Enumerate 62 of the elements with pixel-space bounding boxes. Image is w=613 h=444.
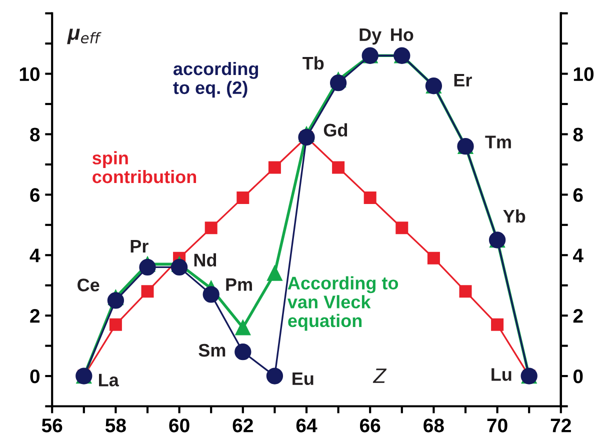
y-tick-label: 10: [20, 67, 40, 82]
point: [141, 285, 154, 298]
point: [204, 222, 218, 234]
y-tick-label: 8: [30, 128, 40, 142]
point: [491, 318, 504, 331]
point: [107, 292, 124, 309]
point: [298, 128, 315, 146]
x-tick-label: 70: [487, 418, 508, 432]
point: [268, 161, 281, 174]
point: [202, 286, 220, 303]
annotation: La: [99, 374, 119, 386]
y2-tick-label: 6: [573, 188, 583, 202]
point: [170, 258, 188, 276]
point: [236, 191, 250, 204]
annotation: Eu: [292, 372, 314, 386]
series-label: According to van Vleck equation: [287, 276, 398, 331]
point: [332, 161, 345, 174]
text: according to eq. (2): [173, 62, 258, 98]
x-tick-label: 58: [105, 418, 126, 432]
y2-tick-label: 0: [573, 370, 583, 384]
x-tick-label: 62: [232, 418, 253, 432]
x-tick-label: 56: [42, 418, 62, 432]
point: [266, 368, 284, 384]
annotation: Yb: [503, 209, 526, 223]
x-tick-label: 60: [169, 418, 190, 432]
y-axis-title: μ$_{eff}$: [67, 28, 102, 44]
point: [427, 252, 440, 264]
x-axis-title: Z: [372, 368, 387, 383]
annotation: Pr: [130, 240, 148, 252]
y-tick-label: 0: [30, 370, 40, 384]
annotation: Ce: [78, 278, 100, 292]
y2-tick-label: 10: [574, 67, 594, 82]
x-tick-label: 72: [550, 418, 571, 432]
point: [234, 344, 252, 360]
annotation: Nd: [194, 253, 216, 267]
y2-tick-label: 4: [572, 248, 584, 262]
point: [330, 74, 347, 92]
x-tick-label: 64: [296, 418, 318, 432]
annotation: Dy: [360, 28, 382, 45]
annotation: Tm: [485, 136, 511, 148]
annotation: Lu: [492, 368, 512, 381]
point: [109, 318, 122, 331]
annotation: Pm: [226, 278, 252, 291]
y-tick-label: 2: [30, 309, 40, 323]
annotation: Tb: [302, 56, 324, 70]
y2-tick-label: 8: [573, 128, 583, 142]
point: [396, 222, 408, 234]
annotation: Ho: [391, 28, 414, 42]
point: [459, 285, 472, 298]
annotation: Gd: [324, 123, 348, 137]
y-tick-label: 6: [30, 188, 40, 202]
point: [139, 258, 156, 276]
y2-tick-label: 2: [573, 309, 583, 323]
annotation: Sm: [198, 344, 226, 357]
x-tick-label: 66: [360, 418, 380, 432]
point: [364, 191, 376, 204]
x-tick-label: 68: [424, 418, 444, 432]
text: spin contribution: [92, 151, 196, 184]
point: [235, 320, 251, 336]
y-tick-label: 4: [30, 248, 40, 262]
point: [267, 266, 282, 281]
annotation: Er: [454, 74, 472, 86]
